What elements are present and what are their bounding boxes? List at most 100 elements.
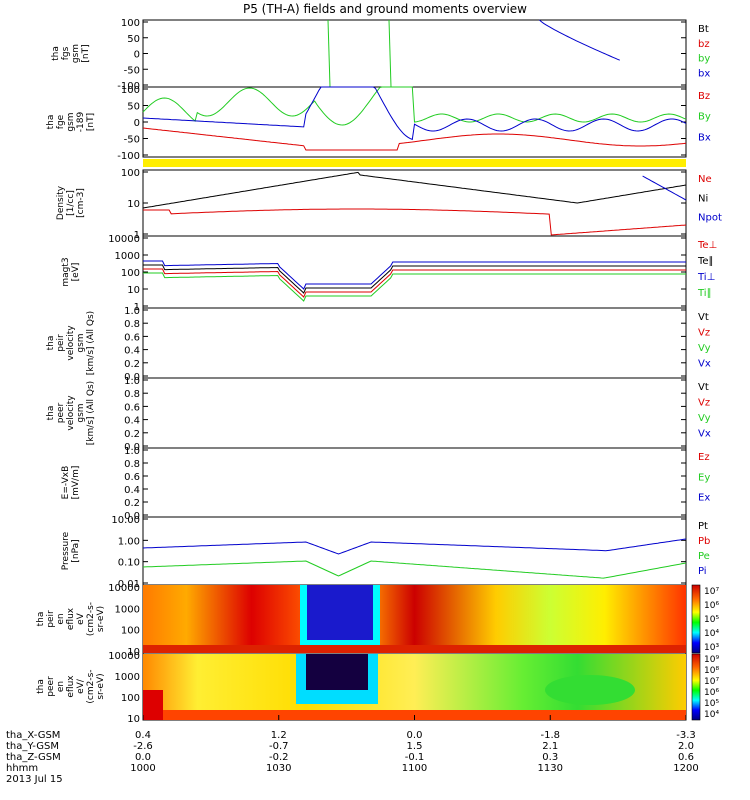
legend-Vz: Vz — [698, 328, 710, 339]
y-tick-label: 0.6 — [124, 332, 140, 343]
y-label-line: velocity — [66, 325, 76, 361]
y-tick-label: 0.0 — [124, 511, 140, 522]
y-tick-label: 0.6 — [124, 402, 140, 413]
y-label-line: peer — [46, 676, 56, 697]
y-label-line: -189 — [76, 112, 86, 133]
y-axis-label: tha fgs gsm [nT] — [51, 44, 91, 63]
y-tick-label: 10.00 — [111, 515, 140, 526]
legend-Vt: Vt — [698, 382, 709, 393]
y-tick-label: 1 — [134, 302, 140, 313]
x-label-xgsm: tha_X-GSM — [6, 730, 60, 741]
x-column-value: 1200 — [673, 763, 698, 774]
y-tick-label: 1000 — [115, 672, 140, 683]
temperature-trace-blue — [143, 260, 686, 290]
y-label-line: fge — [56, 114, 66, 129]
x-column-value: -3.3 — [676, 730, 696, 741]
fge-bx-trace — [142, 86, 687, 141]
legend-Ne: Ne — [698, 174, 712, 185]
y-tick-label: 100 — [121, 693, 140, 704]
y-label-line: tha — [36, 679, 46, 694]
y-tick-label: -100 — [117, 151, 140, 162]
y-label-line: tha — [46, 406, 56, 421]
legend-Vt: Vt — [698, 312, 709, 323]
y-label-line: en — [56, 613, 66, 624]
electron-colorbar — [691, 653, 701, 721]
y-label-line: fgs — [61, 46, 71, 60]
y-tick-label: 1.0 — [124, 446, 140, 457]
y-label-line: [km/s] (All Qs) — [86, 311, 96, 375]
fge-bz-trace — [142, 127, 687, 151]
y-tick-label: 0.2 — [124, 359, 140, 370]
y-tick-label: 10 — [127, 285, 140, 296]
y-tick-label: 0.2 — [124, 498, 140, 509]
x-label-hhmm: hhmm — [6, 763, 38, 774]
y-axis-label: E=-VxB [mV/m] — [61, 466, 81, 500]
x-label-ygsm: tha_Y-GSM — [6, 741, 59, 752]
y-tick-label: 0.0 — [124, 372, 140, 383]
legend-Ti∥: Ti∥ — [697, 288, 712, 299]
panel-efield: 1.0 0.8 0.6 0.4 0.2 0.0 E=-VxB [mV/m] Ez Ey Ex — [61, 446, 710, 522]
x-column-value: 1.5 — [407, 741, 423, 752]
y-axis-label: magt3 [eV] — [61, 257, 81, 286]
y-tick-label: 100 — [121, 85, 140, 96]
x-column-value: 2.0 — [678, 741, 694, 752]
y-tick-label: 10000 — [108, 234, 140, 245]
legend-bx: bx — [698, 68, 710, 79]
y-tick-label: 0.2 — [124, 429, 140, 440]
legend-Vy: Vy — [698, 343, 711, 354]
y-tick-label: 100 — [121, 18, 140, 29]
density-ne-trace — [143, 208, 687, 236]
y-tick-label: -50 — [124, 135, 140, 146]
y-tick-label: 0.10 — [118, 558, 140, 569]
legend-Ey: Ey — [698, 472, 710, 483]
legend-By: By — [698, 112, 711, 123]
x-column-value: 0.4 — [135, 730, 151, 741]
y-tick-label: 1 — [134, 230, 140, 241]
panel-ve: 1.0 0.8 0.6 0.4 0.2 0.0 tha peer velocity gsm [km/… — [46, 376, 711, 453]
x-column-value: 0.0 — [135, 752, 151, 763]
x-column-value: 1100 — [402, 763, 427, 774]
panel-vi: 1.0 0.8 0.6 0.4 0.2 0.0 tha peir velocity gsm [km/… — [46, 306, 711, 383]
legend-Pi: Pi — [698, 566, 707, 577]
y-label-line: gsm — [66, 112, 76, 131]
y-tick-label: -100 — [117, 81, 140, 92]
legend-Npot: Npot — [698, 213, 722, 224]
density-ni-trace — [142, 171, 687, 209]
y-label-line: [mV/m] — [71, 466, 81, 500]
fge-by-trace — [142, 86, 687, 126]
y-label-line: eflux — [66, 607, 76, 630]
legend-Ti⊥: Ti⊥ — [697, 272, 715, 283]
colorbar-label: 10⁴ — [704, 629, 719, 639]
legend-Ez: Ez — [698, 452, 710, 463]
y-label-line: gsm — [71, 44, 81, 63]
electron-spectrogram — [143, 654, 686, 720]
y-tick-label: 1.0 — [124, 306, 140, 317]
colorbar-label: 10⁶ — [704, 688, 719, 698]
y-axis-label: tha peer en eflux eV/(cm2-s-sr-eV) — [36, 669, 106, 703]
colorbar-label: 10³ — [704, 643, 719, 653]
y-tick-label: 100 — [121, 168, 140, 179]
y-axis-label: tha fge gsm -189 [nT] — [46, 112, 96, 133]
colorbar-label: 10⁹ — [704, 655, 719, 665]
y-tick-label: 0.8 — [124, 319, 140, 330]
panel-frame — [142, 377, 687, 449]
y-tick-label: 0.8 — [124, 389, 140, 400]
colorbar-label: 10⁵ — [704, 615, 719, 625]
y-label-line: [nT] — [86, 113, 96, 131]
pressure-pe-trace — [142, 560, 687, 579]
legend-Vy: Vy — [698, 413, 711, 424]
legend-Ex: Ex — [698, 493, 710, 504]
x-axis-footer: tha_X-GSM tha_Y-GSM tha_Z-GSM hhmm 2013 … — [6, 715, 699, 785]
legend-bz: bz — [698, 39, 710, 50]
y-label-line: tha — [46, 115, 56, 130]
x-label-date: 2013 Jul 15 — [6, 774, 63, 785]
y-label-line: [1/cc] — [66, 190, 76, 216]
y-tick-label: 0.4 — [124, 416, 140, 427]
y-label-line: magt3 — [61, 257, 71, 286]
x-column-value: 1000 — [130, 763, 155, 774]
legend-Pe: Pe — [698, 551, 710, 562]
colorbar-label: 10⁸ — [704, 666, 719, 676]
x-column-value: -0.1 — [405, 752, 425, 763]
y-label-line: peir — [56, 334, 66, 352]
y-tick-label: 0 — [134, 50, 140, 61]
